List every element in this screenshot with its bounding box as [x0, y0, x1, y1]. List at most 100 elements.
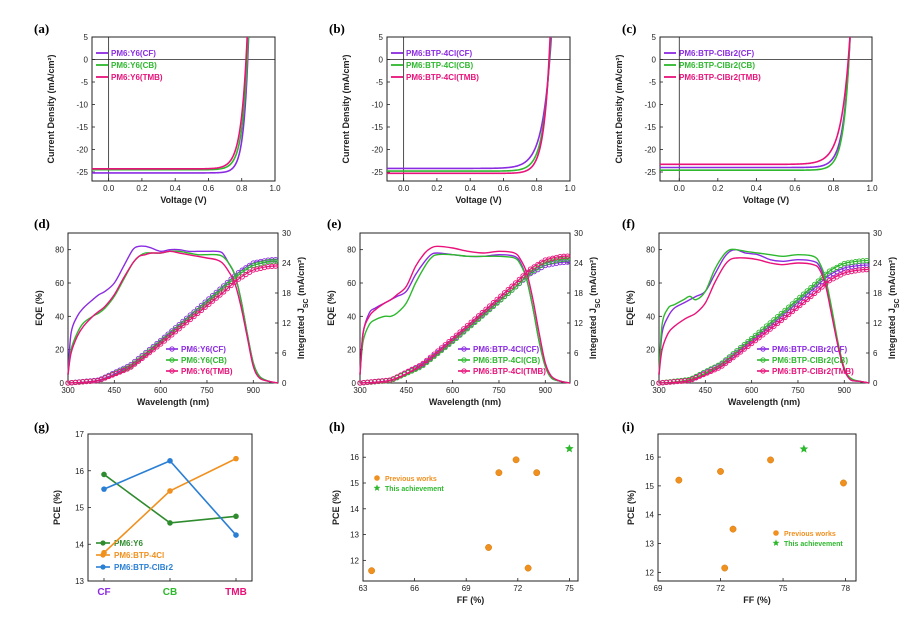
jsc-marker: [719, 360, 725, 366]
y2-tick-label: 18: [574, 289, 583, 298]
panel-label-g: (g): [34, 419, 49, 434]
jsc-marker: [767, 326, 773, 332]
jsc-marker: [461, 329, 467, 335]
jsc-marker: [446, 338, 452, 345]
y-tick-label: 60: [646, 279, 655, 288]
y-tick-label: -5: [649, 78, 657, 87]
x-axis-label: Voltage (V): [455, 195, 501, 205]
y-axis-label: Current Density (mA/cm²): [341, 54, 351, 163]
x-tick-label: 0.2: [712, 184, 724, 193]
jsc-marker: [674, 378, 681, 385]
y2-tick-label: 0: [873, 379, 878, 388]
y2-tick-label: 6: [873, 349, 878, 358]
jsc-marker: [564, 253, 571, 259]
y2-label-main: Integrated J: [588, 308, 598, 359]
jsc-marker: [198, 304, 205, 311]
x-tick-label: 63: [359, 584, 368, 593]
y-axis-label: EQE (%): [326, 290, 336, 326]
jsc-marker: [431, 351, 437, 357]
plot-frame: [657, 433, 857, 582]
y2-tick-label: 24: [282, 259, 291, 268]
jsc-marker: [734, 352, 740, 358]
y-tick-label: -15: [644, 123, 656, 132]
x-tick-label: 900: [539, 386, 553, 395]
x-axis-label: Wavelength (nm): [137, 397, 209, 407]
jsc-marker: [72, 379, 79, 386]
x-tick-label: 600: [154, 386, 168, 395]
y-tick-label: -10: [644, 101, 656, 110]
jsc-marker: [490, 303, 497, 310]
x-tick-label: 750: [200, 386, 214, 395]
jsc-marker: [730, 351, 736, 357]
legend-marker: [100, 552, 106, 558]
jsc-marker: [811, 290, 818, 297]
jsc-marker: [442, 342, 448, 348]
x-tick-label: 1.0: [269, 184, 281, 193]
legend-label: PM6:Y6(CF): [181, 345, 226, 354]
jsc-marker: [800, 299, 807, 306]
x-tick-label: 0.4: [465, 184, 477, 193]
y-tick-label: 80: [55, 246, 64, 255]
y-tick-label: -20: [644, 146, 656, 155]
jsc-marker: [726, 357, 733, 364]
y2-tick-label: 24: [574, 259, 583, 268]
jsc-marker: [427, 354, 434, 360]
legend-label: PM6:BTP-4Cl(CF): [473, 345, 540, 354]
jsc-marker: [232, 279, 238, 285]
y-tick-label: -5: [81, 78, 89, 87]
jsc-marker: [483, 306, 489, 312]
pce-point: [101, 471, 107, 478]
pce-point: [167, 520, 173, 526]
jsc-marker: [379, 378, 385, 384]
jsc-marker: [778, 317, 784, 324]
jsc-marker: [143, 352, 149, 359]
x-tick-label: 75: [565, 584, 574, 593]
jsc-marker: [261, 258, 268, 264]
y2-tick-label: 6: [574, 349, 579, 358]
x-tick-label: 750: [791, 386, 805, 395]
y2-tick-label: 0: [574, 379, 579, 388]
y-tick-label: -10: [371, 101, 383, 110]
jv-curve: [660, 37, 851, 166]
jsc-marker: [860, 258, 866, 264]
jsc-marker: [183, 319, 190, 326]
x-tick-label: 0.8: [828, 184, 840, 193]
jsc-marker: [187, 316, 193, 323]
y-tick-label: 80: [347, 246, 356, 255]
jsc-marker: [752, 332, 759, 339]
legend-label: PM6:Y6(CF): [111, 49, 156, 58]
panel-i: 69 72 75 78 12 13 14 15 16 FF (%) PCE (%) Previous …: [626, 433, 857, 605]
jsc-marker: [737, 349, 744, 355]
jsc-marker: [494, 300, 500, 306]
jsc-marker: [852, 259, 859, 265]
plot-frame: [91, 36, 276, 182]
jsc-marker: [265, 263, 271, 270]
jsc-marker: [461, 326, 467, 332]
legend-marker: [169, 368, 175, 374]
pce-point: [233, 532, 239, 538]
jsc-marker: [80, 379, 86, 385]
y-tick-label: 14: [75, 540, 84, 549]
x-tick-label: 0.0: [398, 184, 410, 193]
x-tick-label: 0.0: [674, 184, 686, 193]
plot-frame: [659, 36, 873, 182]
jsc-marker: [793, 297, 799, 304]
x-tick-label: 66: [410, 584, 419, 593]
jsc-marker: [261, 259, 268, 266]
jsc-marker: [217, 288, 223, 294]
legend-marker: [760, 346, 766, 352]
legend-label: PM6:BTP-ClBr2(CF): [772, 345, 847, 354]
jsc-marker: [811, 285, 818, 291]
jsc-marker: [457, 332, 463, 338]
jsc-curve: [658, 264, 870, 384]
jsc-marker: [863, 257, 870, 264]
jsc-marker: [771, 323, 777, 329]
y-tick-label: 5: [379, 33, 384, 42]
x-tick-label: 75: [779, 584, 788, 593]
jsc-marker: [424, 357, 430, 363]
y-tick-label: 17: [75, 430, 84, 439]
jsc-marker: [678, 378, 684, 384]
x-tick-label: 0.6: [203, 184, 215, 193]
y-tick-label: 13: [645, 540, 654, 549]
legend-label: Previous works: [385, 476, 437, 483]
